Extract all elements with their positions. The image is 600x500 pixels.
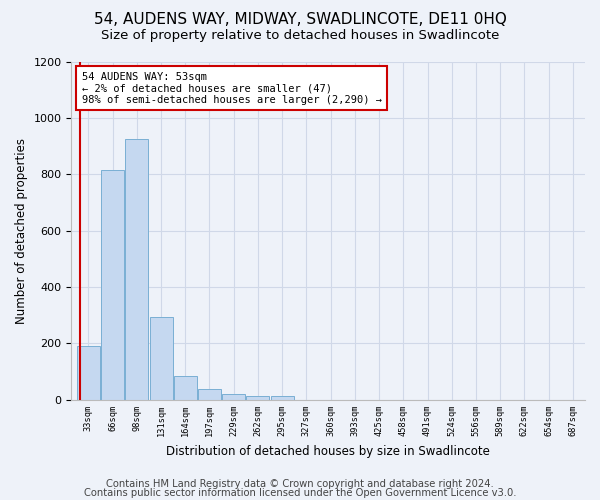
Bar	[271, 396, 293, 400]
Text: Size of property relative to detached houses in Swadlincote: Size of property relative to detached ho…	[101, 29, 499, 42]
Bar	[247, 396, 269, 400]
X-axis label: Distribution of detached houses by size in Swadlincote: Distribution of detached houses by size …	[166, 444, 490, 458]
Bar	[222, 394, 245, 400]
Y-axis label: Number of detached properties: Number of detached properties	[15, 138, 28, 324]
Text: 54 AUDENS WAY: 53sqm
← 2% of detached houses are smaller (47)
98% of semi-detach: 54 AUDENS WAY: 53sqm ← 2% of detached ho…	[82, 72, 382, 105]
Text: 54, AUDENS WAY, MIDWAY, SWADLINCOTE, DE11 0HQ: 54, AUDENS WAY, MIDWAY, SWADLINCOTE, DE1…	[94, 12, 506, 28]
Bar	[101, 170, 124, 400]
Text: Contains public sector information licensed under the Open Government Licence v3: Contains public sector information licen…	[84, 488, 516, 498]
Bar	[198, 389, 221, 400]
Text: Contains HM Land Registry data © Crown copyright and database right 2024.: Contains HM Land Registry data © Crown c…	[106, 479, 494, 489]
Bar	[125, 139, 148, 400]
Bar	[77, 346, 100, 400]
Bar	[149, 316, 173, 400]
Bar	[174, 376, 197, 400]
